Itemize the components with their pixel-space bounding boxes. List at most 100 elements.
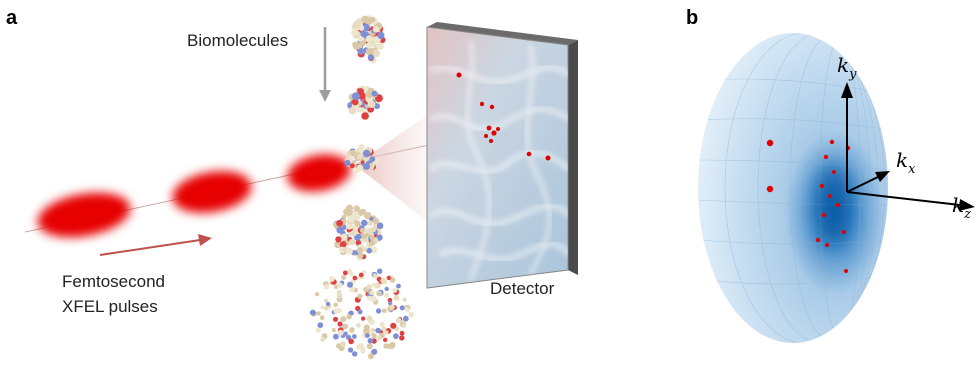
atom xyxy=(356,153,363,160)
atom xyxy=(385,343,391,349)
atom xyxy=(376,290,383,297)
atom xyxy=(349,163,355,169)
panel-label-b: b xyxy=(686,7,698,29)
atom xyxy=(384,330,389,335)
atom xyxy=(384,286,389,292)
detector-label: Detector xyxy=(490,279,555,298)
bragg-spot xyxy=(835,202,841,208)
ky-axis-label: ky xyxy=(837,53,857,82)
atom xyxy=(357,88,364,95)
atom xyxy=(386,275,391,281)
atom xyxy=(389,277,396,283)
detector xyxy=(426,22,578,289)
atom xyxy=(323,298,329,303)
bragg-spot xyxy=(489,104,495,110)
atom xyxy=(401,323,407,328)
atom xyxy=(357,293,363,299)
atom xyxy=(363,162,371,170)
atom xyxy=(333,333,339,340)
atom xyxy=(361,233,368,240)
atom xyxy=(365,333,370,338)
atom xyxy=(369,240,376,246)
atom xyxy=(337,282,343,289)
atom xyxy=(343,208,351,216)
atom xyxy=(333,302,339,308)
atom xyxy=(337,321,343,327)
atom xyxy=(367,220,374,226)
biomolecules-arrow xyxy=(319,27,331,102)
atom xyxy=(348,238,356,246)
atom xyxy=(347,281,353,288)
atom xyxy=(374,103,380,110)
atom xyxy=(345,247,353,255)
atom xyxy=(366,247,373,254)
atom xyxy=(337,329,344,336)
atom xyxy=(389,341,396,349)
atom xyxy=(393,294,400,301)
bragg-spot xyxy=(766,185,774,193)
atom xyxy=(396,317,402,323)
atom xyxy=(352,210,359,217)
biomolecule-exploding xyxy=(333,204,384,261)
bragg-spot xyxy=(496,127,500,131)
atom xyxy=(320,336,326,342)
atom xyxy=(399,335,405,341)
atom xyxy=(349,327,355,333)
detector-pattern xyxy=(428,39,568,281)
atom xyxy=(358,144,365,151)
biomolecule-intact xyxy=(347,85,383,120)
bragg-spot xyxy=(842,230,846,234)
panel-label-a: a xyxy=(6,7,18,29)
atom xyxy=(408,311,414,318)
atom xyxy=(348,215,355,223)
atom xyxy=(358,343,365,349)
xfel-pulses xyxy=(37,154,351,238)
atom xyxy=(319,315,325,321)
atom xyxy=(352,41,361,50)
atom xyxy=(348,106,357,115)
biomolecule-intact xyxy=(351,15,386,64)
atom xyxy=(399,330,405,336)
atom xyxy=(336,219,343,227)
atom xyxy=(359,40,366,47)
atom xyxy=(351,98,359,106)
atom xyxy=(370,290,375,295)
atom xyxy=(384,293,390,298)
atom xyxy=(352,334,357,339)
atom xyxy=(369,235,375,241)
bragg-spot xyxy=(526,151,532,157)
atom xyxy=(356,322,361,328)
kz-axis-label: kz xyxy=(952,193,971,222)
biomolecule-exploding xyxy=(344,144,380,173)
atom xyxy=(358,272,364,278)
bragg-spot xyxy=(545,155,551,161)
atom xyxy=(357,48,365,55)
bragg-spot xyxy=(829,139,835,145)
atom xyxy=(336,307,343,314)
bragg-spot xyxy=(844,269,848,273)
atom xyxy=(399,305,405,311)
atom xyxy=(355,239,362,246)
atom xyxy=(372,26,380,33)
bragg-spot xyxy=(766,139,774,147)
atom xyxy=(362,23,370,31)
atom xyxy=(316,311,321,316)
atom xyxy=(332,316,339,322)
atom xyxy=(359,227,366,234)
biomolecules-label: Biomolecules xyxy=(187,31,288,50)
atom xyxy=(371,333,377,339)
atom xyxy=(334,241,341,249)
atom xyxy=(368,353,374,360)
atom xyxy=(367,54,374,61)
ewald-surface xyxy=(698,33,888,343)
xfel-pulse xyxy=(287,154,351,192)
atom xyxy=(336,292,343,299)
bragg-spot xyxy=(486,125,492,131)
atom xyxy=(376,222,384,230)
pulse-direction-arrow xyxy=(99,234,212,256)
atom xyxy=(356,106,363,113)
atom xyxy=(389,304,395,310)
atom xyxy=(390,322,397,329)
atom xyxy=(396,283,401,289)
